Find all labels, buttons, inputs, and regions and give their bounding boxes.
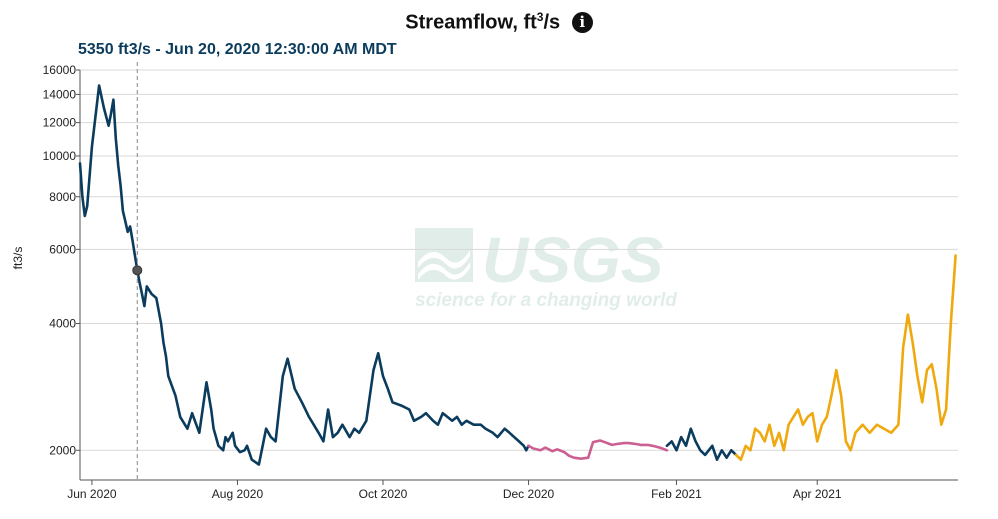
series-line-provisional-edited — [527, 439, 669, 461]
y-tick-label: 12000 — [43, 116, 77, 130]
x-tick-label: Apr 2021 — [793, 487, 842, 501]
cursor-point[interactable] — [132, 265, 143, 276]
watermark-brand: USGS — [482, 224, 664, 296]
x-tick-label: Dec 2020 — [503, 487, 555, 501]
hover-tooltip: 5350 ft3/s - Jun 20, 2020 12:30:00 AM MD… — [78, 41, 397, 58]
x-tick-label: Aug 2020 — [212, 487, 264, 501]
y-tick-label: 16000 — [43, 63, 77, 77]
usgs-watermark: USGS science for a changing world — [415, 224, 677, 311]
watermark-tagline: science for a changing world — [415, 290, 677, 311]
x-tick-label: Feb 2021 — [651, 487, 702, 501]
y-tick-label: 8000 — [49, 190, 76, 204]
usgs-logo-icon — [415, 228, 473, 282]
series-group — [78, 84, 957, 466]
y-tick-label: 14000 — [43, 87, 77, 101]
y-axis-label: ft3/s — [11, 247, 25, 270]
title-superscript: 3 — [536, 10, 544, 24]
y-tick-label: 10000 — [43, 149, 77, 163]
series-line-provisional — [734, 254, 957, 462]
y-axis-ticks: 2000 4000 6000 8000 10000 12000 14000 16000 — [43, 63, 80, 457]
chart-title: Streamflow, ft3/s i — [0, 10, 998, 35]
info-icon[interactable]: i — [571, 11, 593, 33]
y-tick-label: 4000 — [49, 317, 76, 331]
x-axis-ticks: Jun 2020 Aug 2020 Oct 2020 Dec 2020 Feb 2021… — [67, 480, 842, 501]
series-line-approved — [78, 84, 530, 466]
grid-lines — [79, 69, 958, 481]
cursor-group — [132, 62, 143, 480]
series-line-approved-late — [665, 427, 738, 462]
x-tick-label: Jun 2020 — [67, 487, 117, 501]
title-suffix: /s — [543, 11, 561, 34]
x-tick-label: Oct 2020 — [359, 487, 408, 501]
title-main: Streamflow, ft — [405, 11, 537, 34]
y-tick-label: 2000 — [49, 443, 76, 457]
y-tick-label: 6000 — [49, 242, 76, 256]
